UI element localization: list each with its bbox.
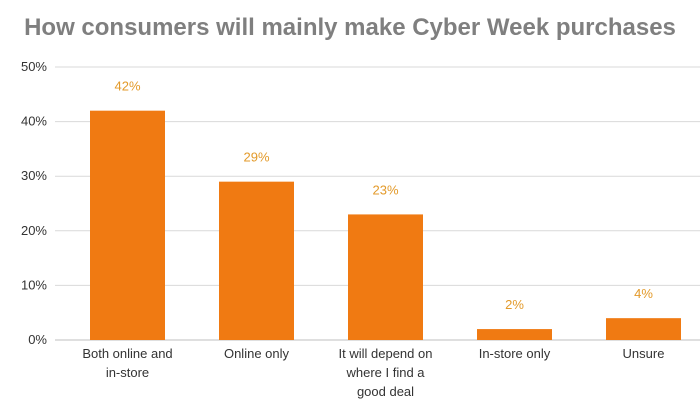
data-label: 42% (114, 79, 140, 94)
y-tick-label: 0% (28, 332, 47, 347)
y-tick-label: 20% (21, 223, 47, 238)
data-label: 29% (243, 150, 269, 165)
bar (348, 214, 423, 340)
y-tick-label: 50% (21, 59, 47, 74)
x-category-label: Both online and (82, 346, 172, 361)
x-category-label: It will depend on (339, 346, 433, 361)
x-category-label: Online only (224, 346, 290, 361)
bar (90, 110, 165, 341)
y-tick-label: 30% (21, 168, 47, 183)
y-tick-label: 40% (21, 114, 47, 129)
bar (219, 181, 294, 340)
x-category-label: In-store only (479, 346, 551, 361)
x-category-label: Unsure (623, 346, 665, 361)
bar (606, 318, 681, 340)
x-category-label: good deal (357, 384, 414, 399)
data-label: 4% (634, 286, 653, 301)
data-label: 2% (505, 297, 524, 312)
x-category-label: in-store (106, 365, 149, 380)
chart-title: How consumers will mainly make Cyber Wee… (24, 14, 676, 41)
data-label: 23% (372, 182, 398, 197)
bar (477, 329, 552, 340)
x-category-label: where I find a (345, 365, 425, 380)
y-tick-label: 10% (21, 277, 47, 292)
